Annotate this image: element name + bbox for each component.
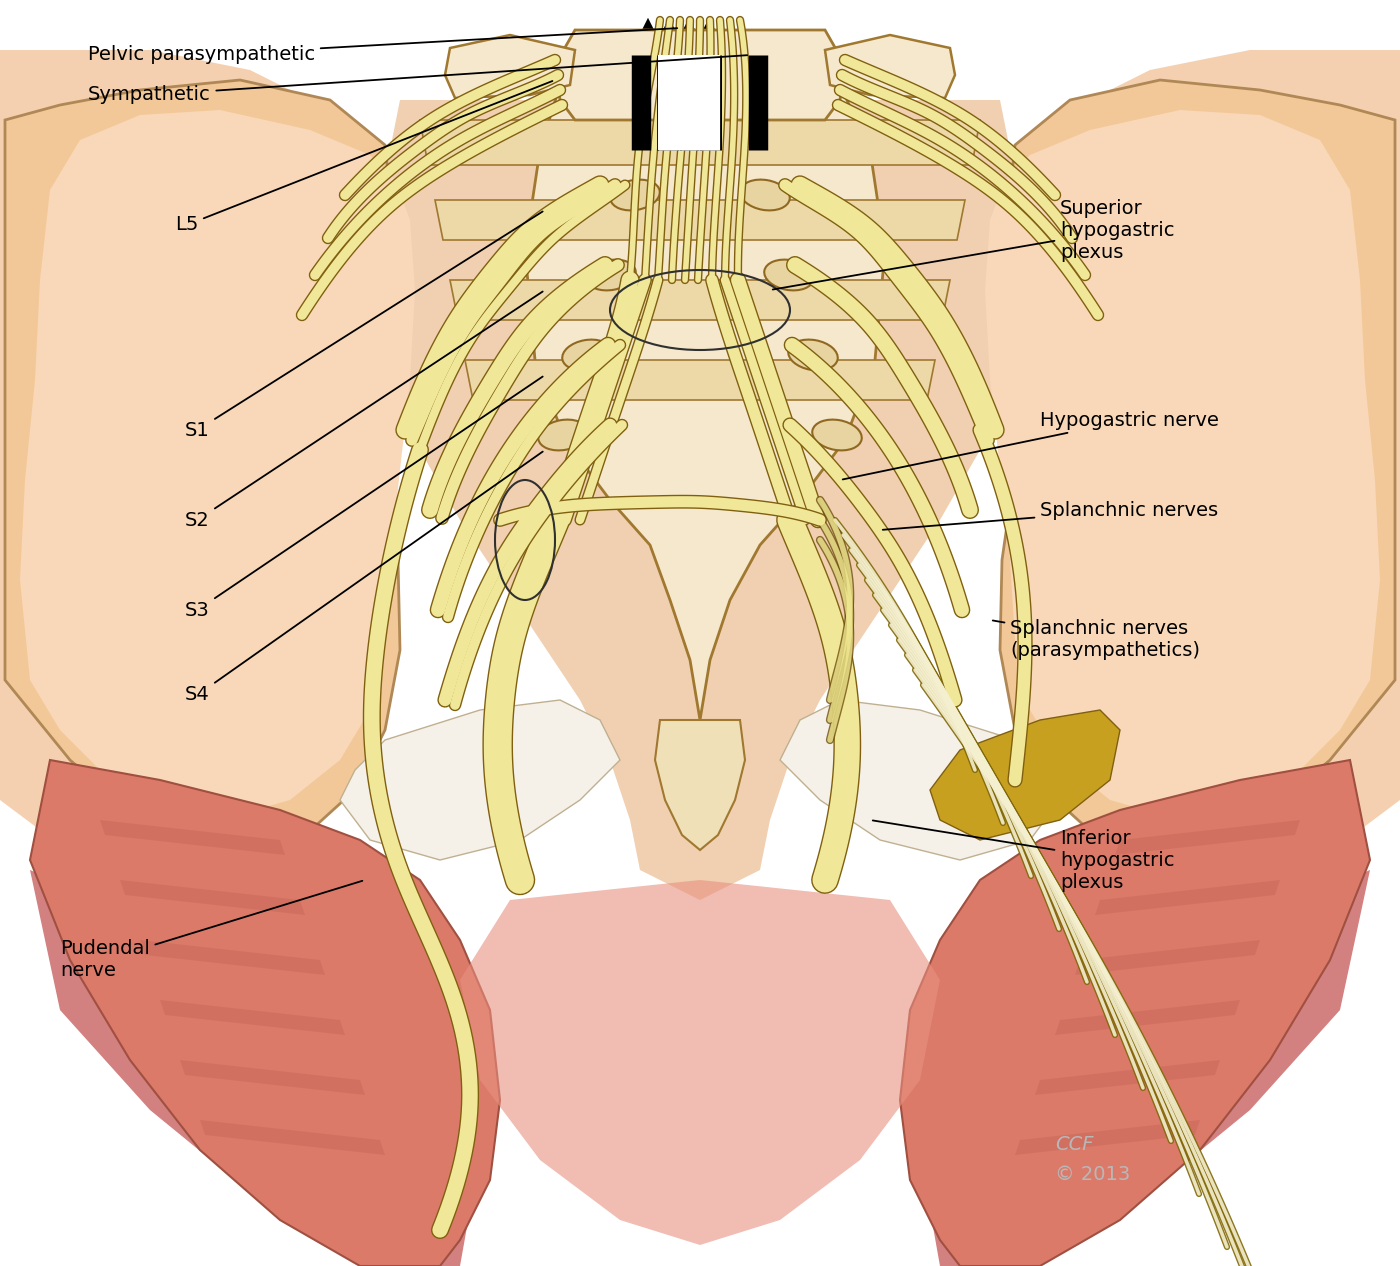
Polygon shape xyxy=(29,870,470,1266)
Polygon shape xyxy=(200,1120,385,1155)
Polygon shape xyxy=(1015,1120,1200,1155)
Polygon shape xyxy=(6,80,400,860)
Text: Superior
hypogastric
plexus: Superior hypogastric plexus xyxy=(773,199,1175,290)
Text: S3: S3 xyxy=(185,376,543,619)
Polygon shape xyxy=(986,110,1380,820)
Polygon shape xyxy=(825,35,955,97)
Polygon shape xyxy=(340,700,620,860)
Text: CCF: CCF xyxy=(1056,1136,1093,1155)
Polygon shape xyxy=(379,100,1021,900)
Polygon shape xyxy=(930,870,1371,1266)
Ellipse shape xyxy=(538,419,588,451)
Text: Pelvic parasympathetic: Pelvic parasympathetic xyxy=(88,28,678,65)
Ellipse shape xyxy=(788,339,837,371)
Polygon shape xyxy=(181,1060,365,1095)
Text: © 2013: © 2013 xyxy=(1056,1166,1130,1185)
Polygon shape xyxy=(420,120,980,165)
Text: Hypogastric nerve: Hypogastric nerve xyxy=(843,410,1219,480)
Polygon shape xyxy=(1114,820,1301,855)
Text: Splanchnic nerves
(parasympathetics): Splanchnic nerves (parasympathetics) xyxy=(993,619,1200,661)
Polygon shape xyxy=(461,880,939,1244)
Polygon shape xyxy=(140,939,325,975)
Text: Pudendal
nerve: Pudendal nerve xyxy=(60,881,363,980)
Ellipse shape xyxy=(741,180,790,210)
Polygon shape xyxy=(655,720,745,849)
Ellipse shape xyxy=(764,260,813,290)
Ellipse shape xyxy=(587,260,636,290)
Polygon shape xyxy=(1035,1060,1219,1095)
Text: S4: S4 xyxy=(185,452,543,704)
Polygon shape xyxy=(445,35,575,97)
Polygon shape xyxy=(1000,49,1400,900)
Polygon shape xyxy=(1000,80,1394,860)
Ellipse shape xyxy=(563,339,612,371)
Polygon shape xyxy=(780,700,1060,860)
Text: S1: S1 xyxy=(185,211,543,439)
Text: Splanchnic nerves: Splanchnic nerves xyxy=(883,500,1218,529)
Ellipse shape xyxy=(812,419,862,451)
Polygon shape xyxy=(1095,880,1280,915)
Polygon shape xyxy=(465,360,935,400)
Polygon shape xyxy=(160,1000,344,1036)
Polygon shape xyxy=(1056,1000,1240,1036)
Text: S2: S2 xyxy=(185,291,543,529)
Ellipse shape xyxy=(610,180,659,210)
Polygon shape xyxy=(120,880,305,915)
Text: Inferior
hypogastric
plexus: Inferior hypogastric plexus xyxy=(872,820,1175,891)
Polygon shape xyxy=(99,820,286,855)
Text: Sympathetic: Sympathetic xyxy=(88,56,748,105)
Text: L5: L5 xyxy=(175,81,553,234)
Polygon shape xyxy=(435,200,965,241)
Polygon shape xyxy=(449,280,951,320)
Polygon shape xyxy=(930,710,1120,841)
Polygon shape xyxy=(554,30,846,120)
Polygon shape xyxy=(1075,939,1260,975)
Polygon shape xyxy=(900,760,1371,1266)
Polygon shape xyxy=(0,49,400,900)
Polygon shape xyxy=(525,85,885,720)
Polygon shape xyxy=(20,110,414,820)
Polygon shape xyxy=(29,760,500,1266)
